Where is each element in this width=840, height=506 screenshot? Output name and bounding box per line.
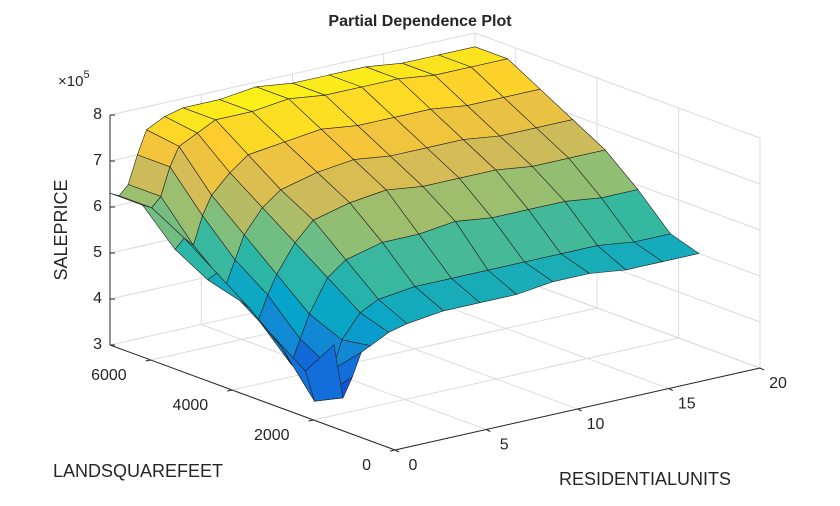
x-tick (394, 449, 400, 453)
y-tick-label: 6000 (91, 367, 127, 384)
x-tick (759, 367, 765, 371)
z-axis-label: SALEPRICE (51, 179, 71, 280)
x-axis-label: RESIDENTIALUNITS (559, 469, 731, 489)
grid-line (313, 337, 679, 421)
y-tick-label: 4000 (173, 397, 209, 414)
grid-line (109, 32, 476, 116)
z-tick-label: 8 (93, 106, 102, 123)
y-axis (109, 344, 396, 451)
chart-title: Partial Dependence Plot (328, 13, 512, 30)
x-tick (577, 408, 582, 412)
grid-line (232, 307, 598, 391)
z-tick-label: 7 (93, 152, 102, 169)
z-multiplier-base: ×10 (58, 73, 83, 90)
y-tick (145, 359, 151, 362)
z-tick-label: 5 (93, 244, 102, 261)
y-axis-label: LANDSQUAREFEET (53, 461, 223, 481)
z-multiplier-exponent: 5 (83, 69, 89, 81)
x-tick-label: 20 (769, 375, 787, 392)
z-tick-label: 4 (93, 290, 102, 307)
z-tick-label: 6 (93, 198, 102, 215)
x-tick-label: 5 (500, 437, 509, 454)
x-tick (668, 388, 673, 391)
x-tick-label: 10 (587, 416, 605, 433)
surface-patch (305, 344, 344, 402)
y-tick (389, 449, 396, 452)
y-tick-label: 0 (362, 457, 371, 474)
y-tick-label: 2000 (254, 427, 290, 444)
grid-line (474, 32, 761, 139)
z-multiplier: ×105 (58, 69, 90, 90)
y-tick (227, 389, 233, 392)
x-tick-label: 0 (409, 457, 418, 474)
x-tick-label: 15 (678, 396, 696, 413)
z-tick-label: 3 (93, 336, 102, 353)
x-tick (486, 429, 491, 432)
y-tick (308, 419, 314, 422)
